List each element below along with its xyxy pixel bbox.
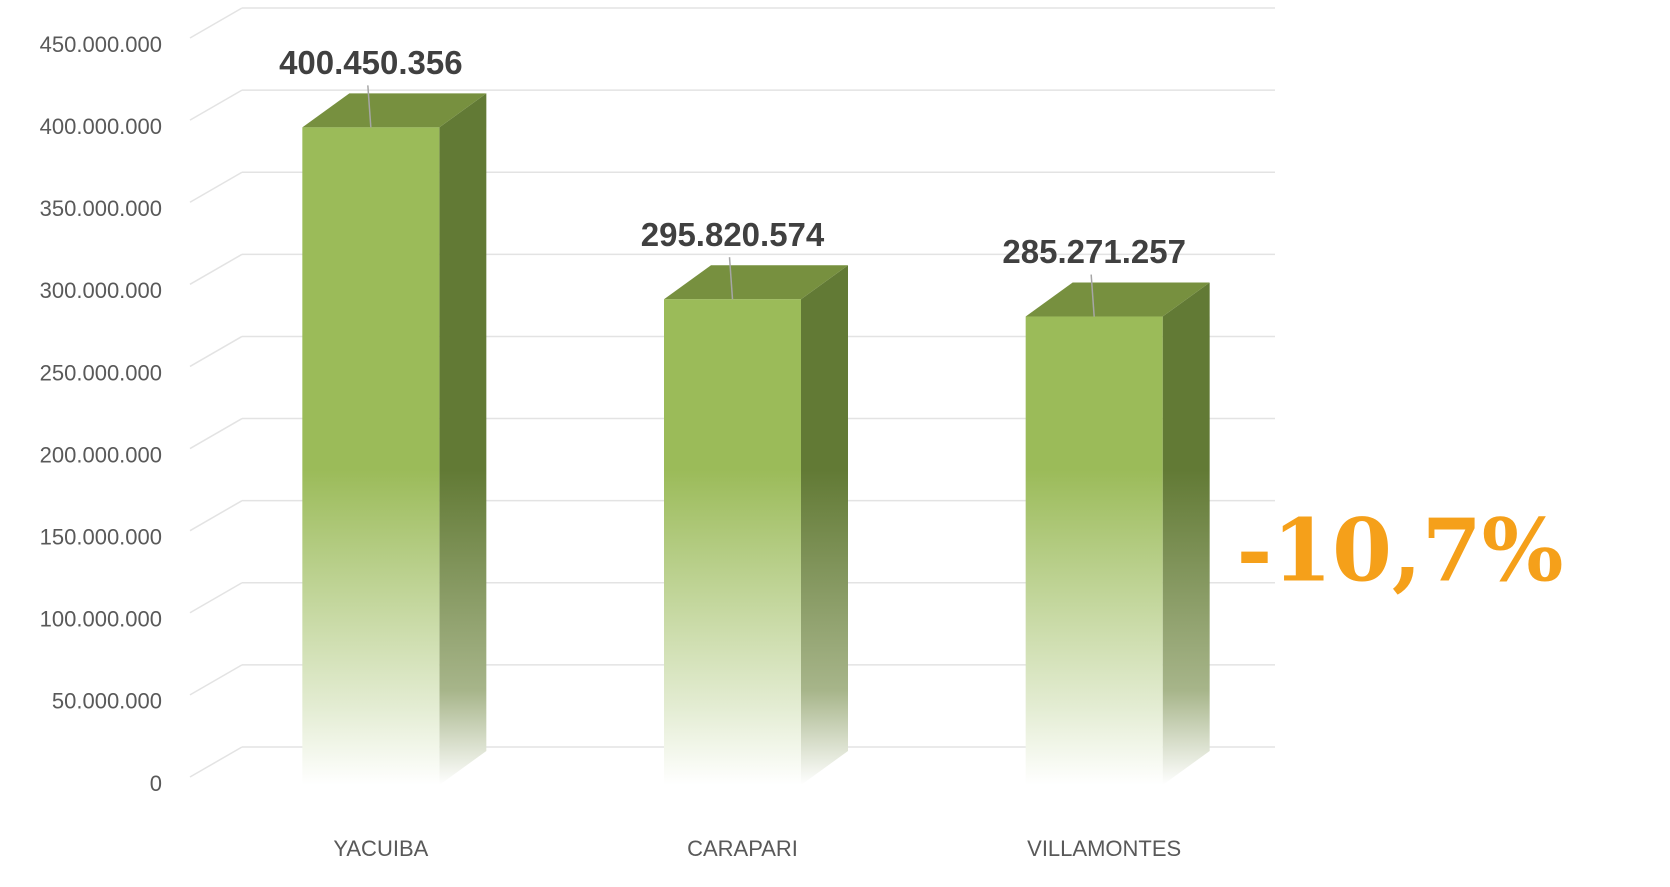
- grid-line: [189, 417, 243, 450]
- y-tick-label: 400.000.000: [40, 114, 162, 139]
- y-tick-label: 300.000.000: [40, 278, 162, 303]
- bar-top: [664, 265, 848, 300]
- grid-line: [189, 335, 243, 368]
- y-tick-label: 200.000.000: [40, 442, 162, 467]
- bar-top: [1025, 282, 1210, 317]
- y-tick-label: 350.000.000: [40, 196, 162, 221]
- value-label: 285.271.257: [1002, 233, 1186, 270]
- y-tick-label: 0: [150, 771, 162, 796]
- value-label: 400.450.356: [279, 44, 463, 81]
- bar-side: [801, 265, 848, 785]
- grid-line: [189, 7, 243, 39]
- grid-line: [189, 582, 243, 614]
- y-tick-label: 150.000.000: [40, 524, 162, 549]
- grid-line: [189, 664, 243, 696]
- leader-line: [728, 257, 734, 300]
- bar-side: [439, 93, 487, 786]
- leader-line: [1090, 274, 1095, 317]
- grid-line: [189, 500, 243, 532]
- grid-line: [189, 253, 243, 285]
- bar-top: [302, 93, 487, 128]
- bar: [302, 127, 440, 786]
- y-tick-label: 450.000.000: [40, 32, 162, 57]
- y-tick-label: 50.000.000: [52, 689, 162, 714]
- leader-line: [367, 85, 372, 128]
- y-tick-label: 250.000.000: [40, 360, 162, 385]
- annotation: -10,7%: [1237, 501, 1564, 602]
- x-tick-label: YACUIBA: [333, 836, 428, 861]
- x-tick-label: VILLAMONTES: [1027, 836, 1181, 861]
- bar: [1025, 316, 1163, 785]
- grid-line: [189, 171, 243, 203]
- x-tick-label: CARAPARI: [687, 836, 798, 861]
- y-tick-label: 100.000.000: [40, 607, 162, 632]
- bar: [664, 299, 801, 785]
- grid-line: [189, 746, 243, 778]
- value-label: 295.820.574: [641, 216, 825, 253]
- grid-line: [189, 89, 243, 121]
- bar-side: [1162, 282, 1210, 785]
